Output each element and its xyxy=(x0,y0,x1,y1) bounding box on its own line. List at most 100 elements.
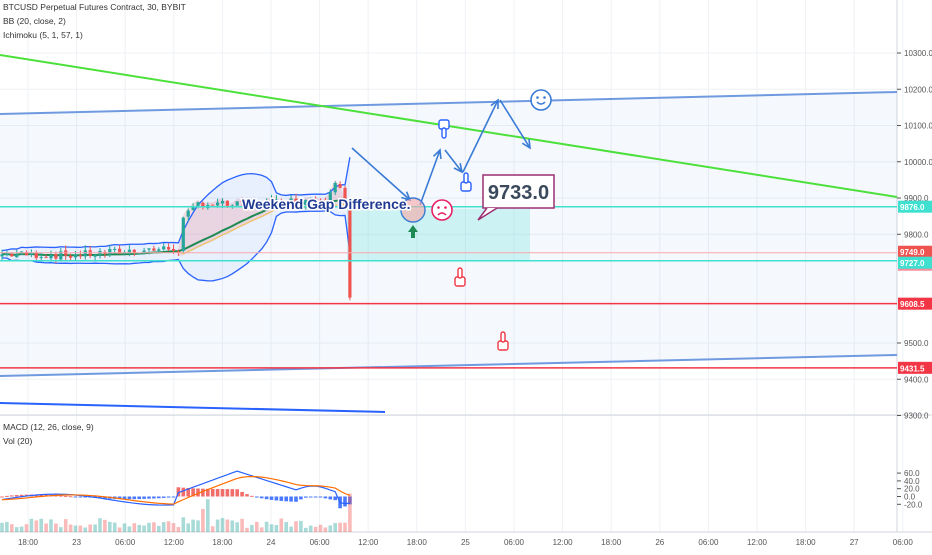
gap-fill-circle xyxy=(400,197,426,223)
macd-legend: MACD (12, 26, close, 9) xyxy=(3,422,94,432)
volume-bar xyxy=(220,518,225,532)
volume-bar xyxy=(225,519,230,532)
hand-down-icon-finger xyxy=(441,127,447,139)
macd-histogram-bar xyxy=(304,496,308,498)
volume-bar xyxy=(93,524,97,532)
volume-bar xyxy=(215,519,220,532)
macd-histogram-bar xyxy=(137,496,141,500)
candle-body xyxy=(343,187,347,204)
macd-histogram-bar xyxy=(210,488,215,497)
hand-up-red-icon-2 xyxy=(497,331,509,351)
macd-histogram-bar xyxy=(132,496,137,500)
macd-histogram-bar xyxy=(14,495,19,497)
time-tick-label: 06:00 xyxy=(115,538,136,547)
macd-line xyxy=(1,470,350,506)
price-label-current-bg xyxy=(898,245,932,258)
macd-histogram-bar xyxy=(250,495,254,497)
macd-histogram-bar xyxy=(333,496,337,501)
candle-body xyxy=(318,201,323,203)
lower-trend-line[interactable] xyxy=(0,402,386,413)
pullback-arrow xyxy=(444,149,463,173)
macd-histogram-bar xyxy=(348,496,352,505)
candle-body xyxy=(225,200,229,206)
time-tick-label: 06:00 xyxy=(893,538,914,547)
macd-histogram-bar xyxy=(83,496,88,498)
gap-annotation: Weekend Gap Difference. xyxy=(242,196,411,212)
volume-bar xyxy=(142,525,146,532)
candle-body xyxy=(211,204,215,206)
candle-body xyxy=(39,256,43,258)
volume-bar xyxy=(166,521,171,532)
volume-bar xyxy=(122,523,127,532)
candle-body xyxy=(328,192,332,203)
volume-bar xyxy=(157,525,161,532)
volume-bar xyxy=(333,523,337,532)
macd-histogram-bar xyxy=(225,489,230,497)
candle-body xyxy=(279,200,283,206)
candle-body xyxy=(309,200,313,202)
hand-down-icon xyxy=(438,119,450,139)
channel-top-line[interactable] xyxy=(0,91,898,115)
volume-bar xyxy=(323,527,328,532)
volume-bar xyxy=(83,527,88,532)
macd-histogram-bar xyxy=(284,496,288,502)
volume-bar xyxy=(152,522,156,532)
candle-body xyxy=(162,246,166,250)
candle-body xyxy=(235,201,239,206)
macd-histogram-bar xyxy=(201,488,205,497)
volume-bar xyxy=(196,520,200,532)
volume-bar xyxy=(191,519,195,532)
volume-bar xyxy=(299,520,303,532)
macd-tick-label: 60.0 xyxy=(904,469,920,478)
volume-bar xyxy=(49,519,53,532)
bounce-arrow xyxy=(419,149,441,206)
price-label-red-2-bg xyxy=(898,361,932,374)
volume-bar xyxy=(54,523,58,532)
candle-body xyxy=(73,254,78,258)
volume-bar xyxy=(19,526,24,532)
candle-body xyxy=(304,200,308,205)
channel-bottom-line[interactable] xyxy=(0,354,898,377)
candle-body xyxy=(54,254,58,259)
macd-histogram-bar xyxy=(269,496,274,500)
candle-body xyxy=(93,254,97,257)
volume-bar xyxy=(112,522,117,532)
macd-histogram-bar xyxy=(289,496,293,502)
candle-body xyxy=(176,251,180,253)
candle-body xyxy=(314,199,318,201)
time-tick-label: 24 xyxy=(267,538,276,547)
bounce-arrow-head xyxy=(432,148,442,160)
happy-face-icon-outline xyxy=(530,89,552,111)
price-label-resistance-bg xyxy=(898,200,932,213)
macd-histogram-bar xyxy=(313,496,318,498)
volume-bar xyxy=(176,527,181,532)
volume-bar xyxy=(206,499,210,532)
candle-body xyxy=(167,246,171,250)
candle-body xyxy=(323,201,327,203)
candle-body xyxy=(196,202,200,206)
volume-bar xyxy=(230,520,235,532)
price-label-resistance: 9876.0 xyxy=(900,203,925,212)
macd-histogram-bar xyxy=(328,496,333,500)
candle-body xyxy=(113,248,117,250)
volume-bar xyxy=(108,521,112,532)
macd-histogram-bar xyxy=(166,496,171,498)
channel-fill xyxy=(0,92,897,376)
macd-histogram-bar xyxy=(191,488,195,497)
macd-histogram-bar xyxy=(264,496,269,500)
time-tick-label: 23 xyxy=(72,538,81,547)
price-tick-label: 9300.0 xyxy=(904,412,929,421)
macd-histogram-bar xyxy=(68,496,73,498)
macd-histogram-bar xyxy=(220,489,225,497)
macd-histogram-bar xyxy=(318,496,323,498)
candle-body xyxy=(294,198,298,204)
happy-face-icon xyxy=(530,89,552,111)
macd-histogram-bar xyxy=(294,496,298,502)
volume-bar xyxy=(259,527,264,532)
happy-face-icon-eye-right xyxy=(543,96,546,99)
bb-upper-line xyxy=(1,157,351,252)
volume-bar xyxy=(284,522,288,532)
volume-bar xyxy=(294,521,298,532)
